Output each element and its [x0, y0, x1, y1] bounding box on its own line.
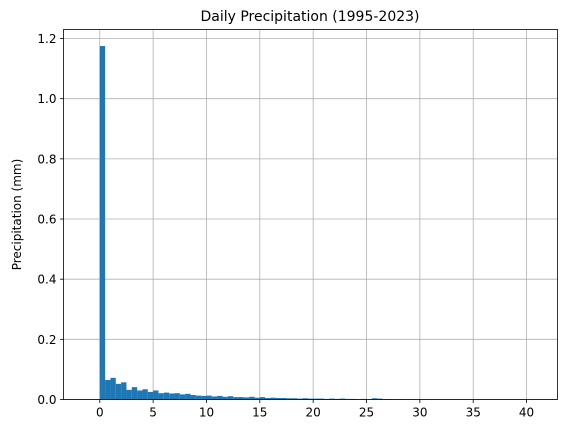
y-axis-label: Precipitation (mm) [10, 159, 24, 271]
histogram-bar [249, 396, 255, 400]
histogram-bar [121, 382, 127, 400]
y-tick-label: 0.8 [37, 152, 56, 166]
histogram-bar [126, 389, 132, 400]
histogram-bar [270, 397, 276, 400]
histogram-bar [179, 394, 186, 400]
histogram-bar [105, 379, 111, 400]
histogram-bar [195, 395, 202, 400]
histogram-bar [259, 397, 266, 400]
histogram-bar [185, 393, 191, 400]
x-tick-label: 5 [149, 406, 157, 420]
x-tick-label: 20 [306, 406, 321, 420]
histogram-bar [211, 396, 218, 400]
x-tick-label: 40 [519, 406, 534, 420]
histogram-bar [190, 394, 196, 400]
histogram-bar [339, 398, 346, 400]
histogram-bar [201, 395, 207, 400]
histogram-bar [377, 398, 383, 400]
histogram-bar [227, 396, 234, 400]
histogram-bar [318, 398, 324, 400]
y-tick-label: 0.0 [37, 393, 56, 407]
histogram-bar [147, 391, 154, 400]
histogram-bar [254, 397, 260, 400]
chart-title: Daily Precipitation (1995-2023) [200, 9, 419, 25]
histogram-bar [137, 390, 143, 400]
y-tick-label: 1.0 [37, 92, 56, 106]
histogram-bar [206, 395, 212, 400]
histogram-bar [153, 390, 159, 400]
y-tick-label: 1.2 [37, 32, 56, 46]
histogram-bar [174, 393, 180, 400]
histogram-bar [238, 397, 244, 400]
x-tick-label: 0 [96, 406, 104, 420]
x-tick-label: 30 [412, 406, 427, 420]
x-tick-label: 25 [359, 406, 374, 420]
histogram-bar [158, 393, 164, 400]
histogram-bar [222, 396, 228, 400]
y-tick-label: 0.4 [37, 273, 56, 287]
histogram-bar [243, 397, 250, 400]
histogram-bar [115, 383, 122, 400]
histogram-bar [169, 393, 175, 400]
x-tick-label: 15 [252, 406, 267, 420]
plot-frame [63, 29, 558, 400]
histogram-bar [307, 398, 314, 400]
x-tick-label: 35 [466, 406, 481, 420]
histogram-bar [131, 387, 138, 400]
histogram-bar [297, 398, 303, 400]
histogram-bar [99, 46, 106, 400]
histogram-bar [233, 397, 239, 400]
histogram-bar [217, 395, 223, 400]
histogram-bar [163, 392, 170, 400]
histogram-bar [281, 397, 287, 400]
y-tick-label: 0.6 [37, 213, 56, 227]
y-tick-label: 0.2 [37, 333, 56, 347]
grid [63, 29, 558, 400]
axis-ticks: 0 5 10 15 20 25 30 35 40 0.0 0.2 0.4 0.6 0.8 1.0 1.2 [37, 32, 534, 419]
histogram-bar [291, 398, 298, 400]
histogram-bar [110, 377, 116, 400]
histogram-bar [275, 397, 282, 400]
histogram-bar [313, 398, 319, 400]
histogram-bar [302, 398, 308, 400]
histogram-bar [265, 397, 271, 400]
histogram-bar [142, 389, 148, 400]
histogram-bar [371, 398, 378, 400]
histogram-bar [286, 398, 292, 400]
x-tick-label: 10 [199, 406, 214, 420]
bars [99, 46, 415, 400]
histogram-bar [329, 398, 335, 400]
